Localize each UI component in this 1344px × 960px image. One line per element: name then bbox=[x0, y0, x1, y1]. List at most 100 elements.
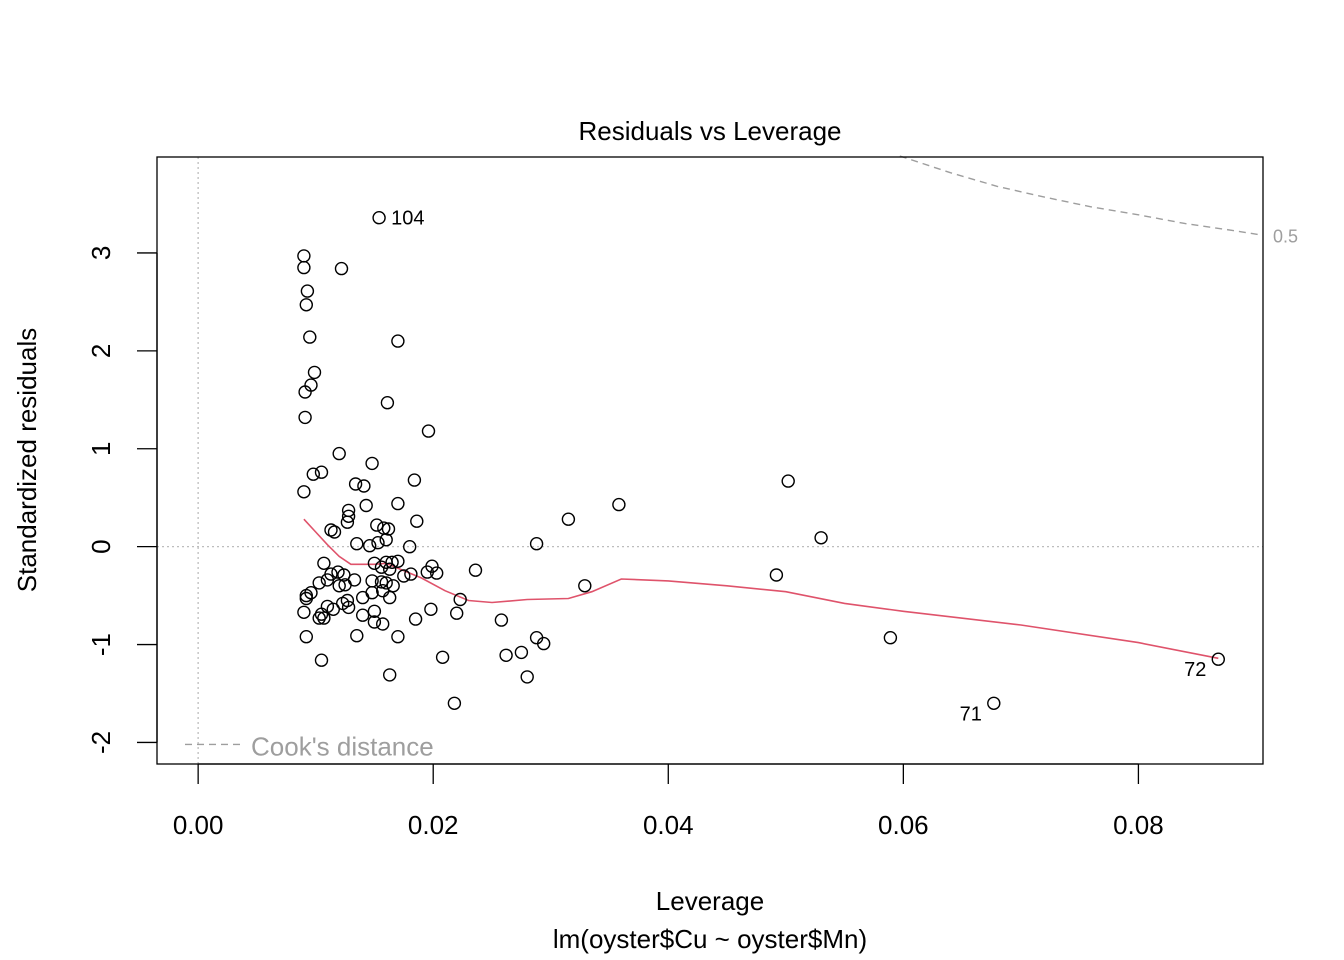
x-tick-label: 0.08 bbox=[1113, 810, 1164, 840]
data-point bbox=[391, 496, 405, 511]
data-point bbox=[359, 498, 373, 513]
data-point bbox=[383, 562, 397, 576]
data-point bbox=[376, 617, 390, 631]
data-point bbox=[365, 586, 379, 600]
data-point bbox=[410, 514, 424, 528]
data-point bbox=[350, 537, 364, 551]
data-point bbox=[383, 668, 397, 682]
data-point bbox=[297, 485, 311, 499]
data-point bbox=[341, 600, 356, 615]
point-label: 72 bbox=[1184, 659, 1206, 681]
data-point bbox=[450, 606, 464, 620]
data-point bbox=[397, 569, 411, 583]
data-point bbox=[334, 261, 349, 276]
data-point bbox=[494, 613, 509, 627]
cooks-contour-label: 0.5 bbox=[1273, 226, 1298, 246]
y-tick-label: 1 bbox=[86, 442, 116, 456]
data-point bbox=[380, 396, 395, 410]
data-point bbox=[435, 650, 450, 664]
data-point bbox=[297, 249, 311, 263]
data-point bbox=[320, 573, 335, 587]
data-point bbox=[425, 559, 439, 573]
data-point bbox=[356, 608, 370, 622]
data-point bbox=[372, 210, 386, 225]
data-point bbox=[408, 612, 423, 626]
data-point bbox=[404, 567, 418, 581]
data-point bbox=[1211, 652, 1226, 666]
data-point bbox=[298, 385, 312, 399]
data-point bbox=[307, 365, 322, 380]
y-tick-label: 0 bbox=[86, 539, 116, 553]
data-point bbox=[317, 556, 331, 570]
reference-lines bbox=[157, 157, 1263, 764]
data-point bbox=[537, 636, 551, 651]
x-axis-label: Leverage bbox=[656, 886, 764, 916]
data-point bbox=[303, 330, 317, 344]
data-point bbox=[314, 653, 329, 667]
data-point bbox=[299, 298, 313, 312]
cooks-distance-contour: 0.5 bbox=[899, 155, 1298, 246]
data-point bbox=[561, 512, 576, 526]
smoother-line bbox=[303, 518, 1219, 660]
data-point bbox=[306, 467, 320, 481]
x-tick-label: 0.00 bbox=[173, 810, 224, 840]
data-point bbox=[337, 568, 351, 582]
data-point bbox=[385, 555, 399, 569]
data-point bbox=[514, 645, 529, 660]
point-label: 71 bbox=[960, 703, 982, 725]
data-point bbox=[340, 515, 355, 529]
data-point bbox=[453, 592, 467, 607]
data-point bbox=[424, 602, 438, 616]
data-point bbox=[332, 579, 346, 593]
data-point bbox=[421, 424, 436, 438]
x-tick-label: 0.04 bbox=[643, 810, 694, 840]
data-point bbox=[407, 473, 422, 487]
data-point bbox=[379, 533, 393, 547]
x-axis-sublabel: lm(oyster$Cu ~ oyster$Mn) bbox=[553, 924, 867, 954]
data-point bbox=[520, 670, 534, 684]
data-point bbox=[341, 509, 356, 523]
data-point bbox=[371, 536, 385, 550]
x-tick-label: 0.02 bbox=[408, 810, 459, 840]
data-point bbox=[298, 410, 312, 425]
data-point bbox=[332, 446, 346, 461]
data-point bbox=[338, 578, 352, 592]
data-point bbox=[370, 518, 384, 532]
data-point bbox=[391, 630, 405, 644]
data-point bbox=[814, 531, 828, 545]
data-point bbox=[376, 584, 390, 598]
data-point bbox=[374, 560, 389, 574]
y-axis: -2 -1 0 1 2 3 bbox=[86, 246, 158, 754]
data-point bbox=[312, 576, 326, 590]
data-point bbox=[781, 474, 795, 488]
data-point bbox=[883, 631, 898, 645]
data-points bbox=[297, 210, 1226, 710]
data-point bbox=[363, 539, 377, 553]
data-point bbox=[350, 629, 364, 643]
data-point bbox=[312, 611, 326, 625]
data-point bbox=[317, 611, 331, 625]
y-tick-label: -2 bbox=[86, 731, 116, 754]
data-point bbox=[365, 456, 379, 471]
data-point bbox=[327, 525, 342, 539]
x-tick-label: 0.06 bbox=[878, 810, 929, 840]
data-point bbox=[391, 554, 405, 568]
data-point bbox=[357, 479, 371, 493]
data-point bbox=[326, 602, 340, 616]
legend: Cook's distance bbox=[185, 731, 434, 761]
cooks-contour-line bbox=[899, 155, 1264, 236]
data-point bbox=[612, 497, 626, 512]
legend-label: Cook's distance bbox=[251, 731, 434, 761]
x-axis: 0.00 0.02 0.04 0.06 0.08 bbox=[173, 763, 1164, 840]
y-tick-label: 3 bbox=[86, 246, 116, 260]
data-point bbox=[447, 696, 462, 710]
data-point bbox=[403, 540, 417, 554]
data-point bbox=[769, 568, 784, 582]
point-label: 104 bbox=[391, 208, 424, 230]
data-point bbox=[468, 563, 483, 577]
data-point bbox=[374, 575, 389, 589]
data-point bbox=[578, 579, 592, 593]
data-point bbox=[367, 615, 382, 629]
data-point bbox=[987, 696, 1001, 710]
